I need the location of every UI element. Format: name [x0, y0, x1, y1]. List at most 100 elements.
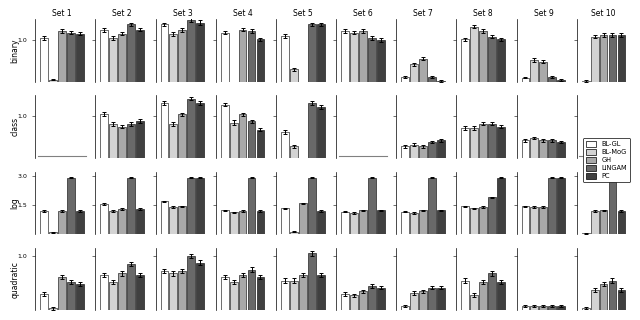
Bar [410, 293, 418, 310]
Bar [100, 275, 108, 310]
Bar [299, 275, 307, 310]
Bar [127, 124, 135, 158]
Bar [428, 288, 436, 310]
Bar [341, 212, 349, 234]
Title: Set 10: Set 10 [591, 9, 616, 19]
Bar [479, 282, 487, 310]
Bar [161, 103, 168, 158]
Bar [170, 124, 177, 158]
Bar [188, 178, 195, 234]
Bar [540, 207, 547, 234]
Bar [100, 204, 108, 234]
Bar [428, 142, 436, 158]
Bar [196, 263, 204, 310]
Bar [419, 210, 427, 234]
Bar [161, 24, 168, 82]
Bar [497, 282, 505, 310]
Bar [290, 146, 298, 158]
Bar [470, 295, 478, 310]
Bar [317, 211, 324, 234]
Bar [410, 145, 418, 158]
Bar [341, 31, 349, 82]
Bar [317, 24, 324, 82]
Bar [437, 140, 445, 158]
Bar [170, 34, 177, 82]
Bar [308, 253, 316, 310]
Bar [221, 33, 228, 82]
Bar [470, 128, 478, 158]
Bar [257, 39, 264, 82]
Bar [76, 284, 84, 310]
Bar [170, 274, 177, 310]
Title: Set 9: Set 9 [534, 9, 553, 19]
Bar [488, 274, 496, 310]
Bar [109, 282, 117, 310]
Bar [257, 277, 264, 310]
Bar [359, 292, 367, 310]
Bar [136, 30, 144, 82]
Bar [401, 77, 409, 82]
Bar [488, 197, 496, 234]
Bar [600, 35, 607, 82]
Bar [377, 40, 385, 82]
Title: Set 4: Set 4 [233, 9, 252, 19]
Bar [609, 281, 616, 310]
Bar [437, 288, 445, 310]
Bar [248, 178, 255, 234]
Bar [179, 271, 186, 310]
Bar [239, 114, 246, 158]
Bar [161, 201, 168, 234]
Bar [230, 123, 237, 158]
Bar [100, 114, 108, 158]
Bar [461, 206, 469, 234]
Bar [230, 212, 237, 234]
Bar [479, 207, 487, 234]
Title: Set 1: Set 1 [52, 9, 72, 19]
Bar [317, 275, 324, 310]
Bar [522, 306, 529, 310]
Bar [40, 211, 48, 234]
Bar [161, 271, 168, 310]
Bar [49, 308, 57, 310]
Bar [290, 232, 298, 234]
Title: Set 8: Set 8 [474, 9, 493, 19]
Bar [76, 34, 84, 82]
Bar [248, 121, 255, 158]
Bar [540, 62, 547, 82]
Bar [127, 24, 135, 82]
Bar [179, 206, 186, 234]
Bar [548, 306, 556, 310]
Bar [188, 99, 195, 158]
Bar [479, 124, 487, 158]
Bar [118, 274, 126, 310]
Bar [479, 31, 487, 82]
Bar [600, 284, 607, 310]
Bar [401, 306, 409, 310]
Bar [582, 233, 589, 234]
Bar [118, 209, 126, 234]
Bar [100, 30, 108, 82]
Bar [136, 209, 144, 234]
Bar [359, 210, 367, 234]
Bar [609, 178, 616, 234]
Bar [368, 38, 376, 82]
Bar [470, 208, 478, 234]
Bar [540, 140, 547, 158]
Bar [557, 80, 565, 82]
Bar [531, 138, 538, 158]
Bar [618, 290, 625, 310]
Bar [557, 142, 565, 158]
Bar [308, 103, 316, 158]
Bar [557, 306, 565, 310]
Bar [136, 275, 144, 310]
Bar [488, 124, 496, 158]
Bar [179, 114, 186, 158]
Title: Set 3: Set 3 [173, 9, 192, 19]
Bar [257, 211, 264, 234]
Title: Set 5: Set 5 [293, 9, 312, 19]
Bar [522, 206, 529, 234]
Bar [221, 105, 228, 158]
Bar [618, 35, 625, 82]
Bar [428, 77, 436, 82]
Bar [58, 31, 66, 82]
